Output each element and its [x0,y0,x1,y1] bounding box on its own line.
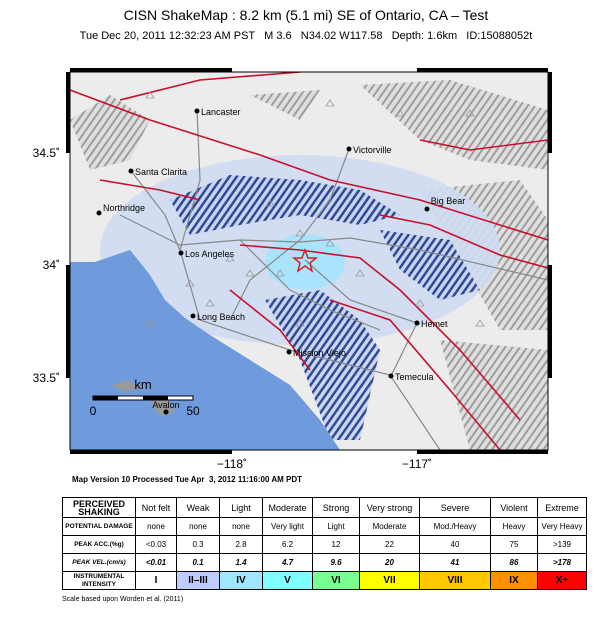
map-frame [69,71,549,451]
title: CISN ShakeMap : 8.2 km (5.1 mi) SE of On… [124,7,489,23]
epicenter [291,247,319,273]
scale-start: 0 [90,404,97,418]
footnote: Scale based upon Worden et al. (2011) [62,596,183,603]
legend-cell: >178 [537,553,587,572]
city-dot [388,373,394,379]
legend-cell: >139 [537,535,587,554]
legend-cell: Moderate [359,517,420,536]
city-label: Northridge [103,203,145,213]
city-label: Temecula [395,372,434,382]
legend-cell: Violent [490,497,538,518]
city-label: Mission Viejo [293,348,346,358]
legend-row: PEAK ACC.(%g) <0.03 0.3 2.8 6.2 12 22 40 75 >139 [62,535,587,554]
city-label: Long Beach [197,312,245,322]
legend-cell: 6.2 [262,535,313,554]
legend-cell: Light [312,517,360,536]
legend-cell: Weak [176,497,220,518]
legend-cell: 2.8 [219,535,263,554]
city-dot [96,210,102,216]
legend-cell: IX [490,571,538,590]
row-label: POTENTIAL DAMAGE [62,517,136,536]
legend-cell: 0.3 [176,535,220,554]
city-label: Victorville [353,145,391,155]
legend-cell: none [176,517,220,536]
legend-cell: V [262,571,313,590]
map-version: Map Version 10 Processed Tue Apr 3, 2012… [72,475,302,484]
city-dot [194,108,200,114]
legend-cell: 0.1 [176,553,220,572]
stations [145,91,485,327]
legend-cell: X+ [537,571,587,590]
scale-unit: km [134,377,151,392]
legend-cell: Extreme [537,497,587,518]
legend-cell: Very Heavy [537,517,587,536]
city-label: Avalon [152,400,179,410]
legend-cell: IV [219,571,263,590]
lat-label: 33.5˚ [33,371,60,385]
legend-cell: 1.4 [219,553,263,572]
scale-bar [92,395,194,401]
legend-cell: VII [359,571,420,590]
city-label: Big Bear [431,196,466,206]
legend-row: PERCEIVED SHAKING Not felt Weak Light Modera… [62,497,587,518]
legend-cell: 86 [490,553,538,572]
legend-cell: none [219,517,263,536]
city-label: Los Angeles [185,249,235,259]
lon-label: −117˚ [402,457,432,471]
lat-label: 34˚ [43,258,60,272]
legend-cell: Heavy [490,517,538,536]
legend-cell: I [135,571,177,590]
legend-cell: VIII [419,571,491,590]
legend-cell: Moderate [262,497,313,518]
intensity-legend: PERCEIVED SHAKING Not felt Weak Light Modera… [62,497,587,590]
city-dot [190,313,196,319]
city-label: Hemet [421,319,448,329]
legend-cell: Very light [262,517,313,536]
row-label: PEAK VEL.(cm/s) [62,553,136,572]
lon-label: −118˚ [217,457,247,471]
legend-row: INSTRUMENTAL INTENSITY I II–III IV V VI VII VII… [62,571,587,590]
city-label: Santa Clarita [135,167,187,177]
legend-cell: <0.03 [135,535,177,554]
legend-cell: 12 [312,535,360,554]
legend-cell: 41 [419,553,491,572]
legend-cell: 75 [490,535,538,554]
legend-cell: Very strong [359,497,420,518]
legend-row: PEAK VEL.(cm/s) <0.01 0.1 1.4 4.7 9.6 20 41 86 >1… [62,553,587,572]
legend-row: POTENTIAL DAMAGE none none none Very light Li… [62,517,587,536]
lat-label: 34.5˚ [33,146,60,160]
legend-cell: Mod./Heavy [419,517,491,536]
scale-end: 50 [186,404,200,418]
legend-cell: 20 [359,553,420,572]
row-label: PEAK ACC.(%g) [62,535,136,554]
frame-ticks [66,68,552,454]
row-label: PERCEIVED SHAKING [62,497,136,518]
legend-cell: Severe [419,497,491,518]
legend-cell: <0.01 [135,553,177,572]
row-label: INSTRUMENTAL INTENSITY [62,571,136,590]
city-dot [163,409,169,415]
city-dot [346,146,352,152]
legend-cell: 9.6 [312,553,360,572]
legend-cell: Light [219,497,263,518]
city-dot [414,320,420,326]
map-area [70,72,548,450]
city-dot [178,250,184,256]
city-label: Lancaster [201,107,241,117]
city-dot [424,206,430,212]
faults [70,72,548,450]
legend-cell: Not felt [135,497,177,518]
legend-cell: 40 [419,535,491,554]
legend-cell: Strong [312,497,360,518]
legend-cell: none [135,517,177,536]
legend-cell: II–III [176,571,220,590]
city-dot [128,168,134,174]
legend-cell: 4.7 [262,553,313,572]
legend-cell: 22 [359,535,420,554]
subtitle: Tue Dec 20, 2011 12:32:23 AM PST M 3.6 N… [80,30,533,42]
city-dot [286,349,292,355]
legend-cell: VI [312,571,360,590]
